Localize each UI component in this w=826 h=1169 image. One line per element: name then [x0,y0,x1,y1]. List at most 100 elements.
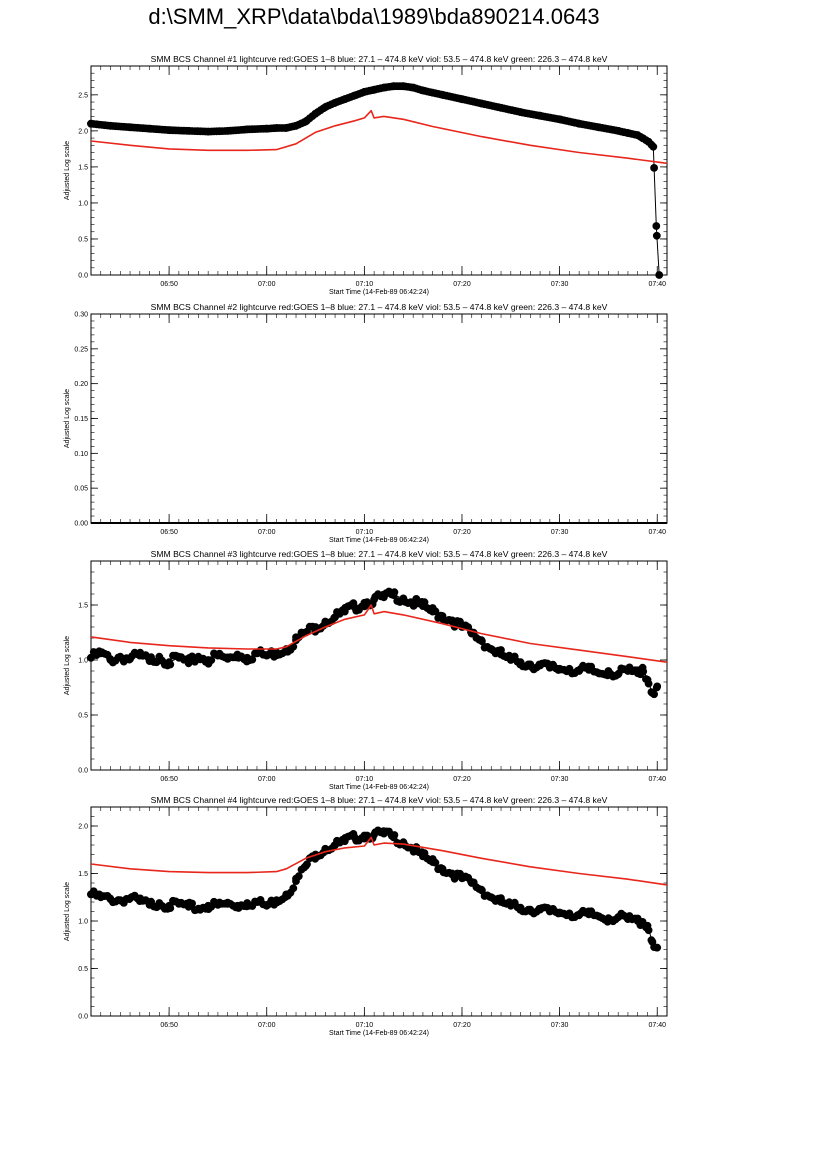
bcs-point [428,858,437,866]
bcs-point [175,653,183,662]
bcs-point [165,658,174,667]
bcs-point [292,121,300,130]
bcs-point [350,91,359,100]
bcs-point [340,95,349,104]
bcs-point [614,127,623,135]
y-tick-label: 0.10 [74,451,88,458]
bcs-point [653,682,662,691]
bcs-point [497,898,505,906]
bcs-point [399,594,408,603]
y-tick-label: 2.0 [78,128,88,135]
x-tick-label: 07:30 [551,281,569,288]
bcs-point [477,99,486,108]
y-tick-label: 0.0 [78,1014,88,1021]
bcs-point [243,899,252,907]
bcs-point [575,911,583,920]
x-tick-label: 06:50 [160,281,178,288]
bcs-connector [90,594,658,695]
bcs-point [214,901,222,909]
bcs-point [340,837,349,846]
bcs-point [649,142,658,151]
bcs-point [389,82,398,91]
x-tick-label: 07:30 [551,776,569,783]
bcs-point [223,655,232,663]
y-tick-label: 0.15 [74,416,88,423]
chart-title: SMM BCS Channel #2 lightcurve red:GOES 1… [151,302,608,312]
bcs-point [204,127,213,136]
bcs-point [448,616,457,625]
lightcurve-panel-channel-3: SMM BCS Channel #3 lightcurve red:GOES 1… [64,549,668,791]
x-tick-label: 07:10 [356,281,374,288]
bcs-point [497,103,505,112]
bcs-point [262,124,271,133]
bcs-point [526,905,535,914]
bcs-point [399,82,408,91]
bcs-point [155,652,164,661]
y-tick-label: 0.5 [78,713,88,720]
bcs-point [545,907,554,916]
y-tick-label: 0.0 [78,768,88,775]
bcs-point [648,689,657,697]
x-tick-label: 07:10 [356,1022,374,1029]
bcs-point [380,83,388,92]
bcs-point [487,645,496,653]
bcs-point [233,650,242,659]
bcs-point [350,833,359,842]
bcs-point [135,897,144,905]
bcs-point [638,663,647,672]
bcs-point [194,652,203,661]
bcs-point [633,669,642,678]
bcs-point [106,656,115,664]
bcs-point [497,650,505,659]
bcs-point [214,651,222,660]
bcs-point [184,659,193,668]
bcs-point [331,841,339,849]
y-axis-label: Adjusted Log scale [64,389,71,448]
y-tick-label: 0.30 [74,312,88,319]
bcs-point [292,877,300,885]
bcs-point [243,653,252,662]
bcs-point [638,134,647,142]
bcs-point [126,655,134,663]
bcs-point [145,657,154,665]
x-tick-label: 07:20 [453,1022,471,1029]
bcs-point [526,660,535,669]
bcs-point [428,607,437,616]
bcs-point [360,88,369,96]
plot-frame [90,65,668,276]
bcs-point [624,667,632,675]
bcs-point [409,598,418,607]
bcs-point [594,123,603,132]
bcs-point [87,890,95,899]
chart-title: SMM BCS Channel #1 lightcurve red:GOES 1… [151,54,608,64]
bcs-point [594,669,603,678]
bcs-point [438,90,447,99]
bcs-point [389,591,398,599]
x-axis-label: Start Time (14-Feb-89 06:42:24) [329,1030,429,1037]
bcs-point [536,661,544,670]
bcs-point [604,667,613,675]
x-tick-label: 07:40 [648,776,666,783]
y-tick-label: 0.20 [74,381,88,388]
x-tick-label: 07:30 [551,529,569,536]
y-tick-label: 1.5 [78,871,88,878]
bcs-point [516,658,525,667]
bcs-point [594,912,603,921]
bcs-point [223,127,232,135]
bcs-point [331,613,339,621]
bcs-point [87,119,95,128]
x-tick-label: 07:40 [648,529,666,536]
bcs-point [585,910,593,919]
bcs-point [419,852,427,861]
bcs-point [652,231,661,240]
lightcurve-panel-channel-4: SMM BCS Channel #4 lightcurve red:GOES 1… [64,795,668,1037]
lightcurve-panel-channel-1: SMM BCS Channel #1 lightcurve red:GOES 1… [64,54,668,296]
bcs-point [301,117,310,126]
bcs-connector [90,85,660,276]
x-tick-label: 07:00 [258,281,276,288]
y-tick-label: 0.05 [74,486,88,493]
x-tick-label: 07:20 [453,776,471,783]
bcs-point [116,652,125,661]
y-tick-label: 0.5 [78,966,88,973]
bcs-point [360,598,369,607]
